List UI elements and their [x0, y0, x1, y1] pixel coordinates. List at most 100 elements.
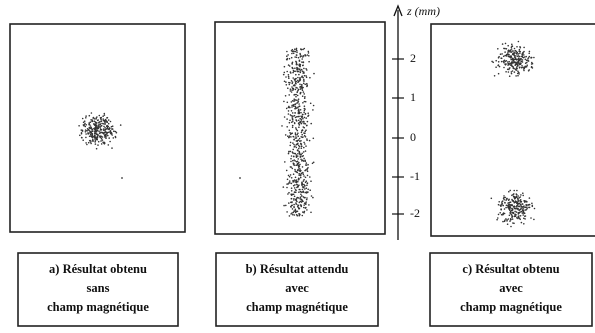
dot: [513, 60, 515, 62]
dot: [529, 204, 531, 206]
dot: [85, 115, 87, 117]
dot: [287, 102, 289, 104]
dot: [303, 175, 305, 177]
dot: [298, 69, 300, 71]
dot: [303, 179, 305, 181]
dot: [100, 126, 102, 128]
dot: [307, 175, 309, 177]
dot: [296, 63, 298, 65]
dot: [309, 176, 311, 178]
dot: [292, 142, 294, 144]
dot: [286, 170, 288, 172]
dot: [303, 126, 305, 128]
dot: [86, 130, 88, 132]
dot: [297, 82, 299, 84]
dot: [507, 45, 509, 47]
dot: [298, 173, 300, 175]
dot: [506, 219, 508, 221]
dot: [528, 53, 530, 55]
dot: [293, 199, 295, 201]
dot: [301, 201, 303, 203]
dot: [287, 193, 289, 195]
dot: [504, 208, 506, 210]
dot: [521, 53, 523, 55]
dot: [519, 212, 521, 214]
dot: [304, 197, 306, 199]
dot: [305, 169, 307, 171]
dot: [297, 153, 299, 155]
dot: [522, 209, 524, 211]
dot: [292, 88, 294, 90]
dot: [294, 123, 296, 125]
dot: [300, 54, 302, 56]
dot: [297, 158, 299, 160]
dot: [287, 54, 289, 56]
dot: [297, 77, 299, 79]
dot: [106, 128, 108, 130]
dot: [108, 123, 110, 125]
dot: [292, 115, 294, 117]
dot: [306, 187, 308, 189]
dot: [295, 209, 297, 211]
dot: [97, 120, 99, 122]
dot: [302, 189, 304, 191]
dot: [294, 145, 296, 147]
dot: [96, 125, 98, 127]
dot: [297, 204, 299, 206]
dot: [294, 79, 296, 81]
dot: [301, 205, 303, 207]
dot: [82, 139, 84, 141]
dot: [306, 85, 308, 87]
dot: [522, 59, 524, 61]
dot: [92, 139, 94, 141]
dot: [289, 82, 291, 84]
dot: [293, 89, 295, 91]
dot: [312, 109, 314, 111]
dot: [295, 96, 297, 98]
dot: [307, 171, 309, 173]
dot: [506, 205, 508, 207]
dot: [533, 219, 535, 221]
dot: [508, 199, 510, 201]
dot: [290, 72, 292, 74]
dot: [290, 158, 292, 160]
caption-line: c) Résultat obtenu: [462, 262, 559, 276]
dot: [514, 55, 516, 57]
dot: [304, 75, 306, 77]
dot: [511, 65, 513, 67]
dot: [498, 204, 500, 206]
dot: [108, 119, 110, 121]
dot: [296, 140, 298, 142]
dot: [505, 55, 507, 57]
dot: [296, 67, 298, 69]
dot: [298, 213, 300, 215]
dot: [89, 140, 91, 142]
dot: [297, 116, 299, 118]
dot: [296, 102, 298, 104]
dot: [82, 118, 84, 120]
dot: [504, 63, 506, 65]
dot: [491, 61, 493, 63]
dot: [303, 80, 305, 82]
panel-frame: [431, 24, 595, 236]
dot: [517, 195, 519, 197]
dot: [304, 110, 306, 112]
dot: [100, 127, 102, 129]
dot: [289, 135, 291, 137]
dot: [98, 122, 100, 124]
dot: [288, 110, 290, 112]
dot: [302, 64, 304, 66]
dot: [294, 51, 296, 53]
dot: [300, 159, 302, 161]
dot: [504, 219, 506, 221]
dot: [289, 84, 291, 86]
caption-line: champ magnétique: [47, 300, 149, 314]
dot: [294, 187, 296, 189]
dot: [505, 71, 507, 73]
dot: [293, 85, 295, 87]
dot: [292, 118, 294, 120]
dot: [506, 198, 508, 200]
dot: [292, 100, 294, 102]
dot: [294, 106, 296, 108]
dot: [310, 123, 312, 125]
